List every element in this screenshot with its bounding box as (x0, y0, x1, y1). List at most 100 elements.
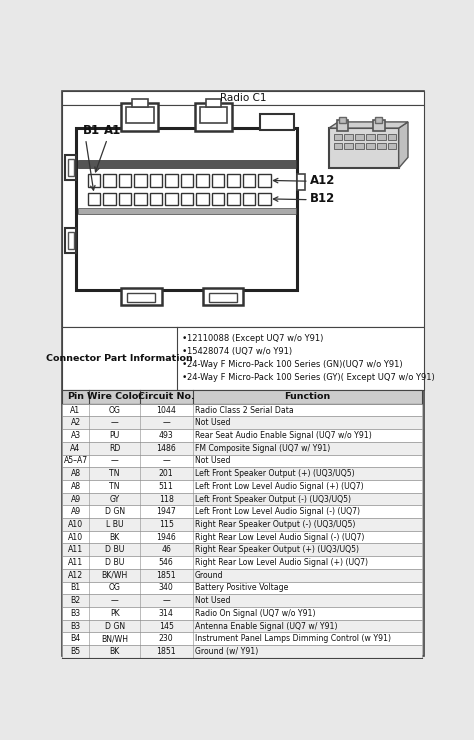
Bar (65, 155, 76, 180)
Text: 546: 546 (159, 558, 173, 567)
Text: Right Rear Speaker Output (-) (UQ3/UQ5): Right Rear Speaker Output (-) (UQ3/UQ5) (195, 520, 355, 529)
Text: D BU: D BU (105, 558, 124, 567)
Text: Instrument Panel Lamps Dimming Control (w Y91): Instrument Panel Lamps Dimming Control (… (195, 634, 391, 643)
Text: Ground (w/ Y91): Ground (w/ Y91) (195, 647, 258, 656)
Bar (373, 121, 385, 131)
Bar (103, 192, 116, 205)
Bar (196, 174, 209, 186)
Bar (356, 143, 364, 149)
Text: A9: A9 (71, 507, 81, 517)
Bar (334, 143, 342, 149)
Text: B3: B3 (71, 622, 81, 630)
Text: B1: B1 (82, 124, 100, 138)
Bar (62, 556, 422, 569)
Bar (366, 134, 374, 141)
Text: 1851: 1851 (156, 571, 176, 579)
Text: —: — (162, 457, 170, 465)
Text: Left Front Speaker Output (+) (UQ3/UQ5): Left Front Speaker Output (+) (UQ3/UQ5) (195, 469, 355, 478)
Text: L BU: L BU (106, 520, 123, 529)
Text: Left Front Speaker Output (-) (UQ3/UQ5): Left Front Speaker Output (-) (UQ3/UQ5) (195, 494, 351, 503)
Text: B3: B3 (71, 609, 81, 618)
Bar (195, 104, 232, 131)
Text: A8: A8 (71, 482, 81, 491)
Text: —: — (111, 418, 118, 427)
Text: Right Rear Low Level Audio Signal (-) (UQ7): Right Rear Low Level Audio Signal (-) (U… (195, 533, 364, 542)
Text: Pin: Pin (67, 392, 84, 401)
Text: Not Used: Not Used (195, 596, 230, 605)
Bar (62, 91, 424, 105)
Text: A10: A10 (68, 533, 83, 542)
Bar (150, 174, 162, 186)
Bar (196, 192, 209, 205)
Text: B1: B1 (71, 583, 81, 593)
Text: GY: GY (109, 494, 120, 503)
Polygon shape (399, 122, 408, 168)
Text: A12: A12 (68, 571, 83, 579)
Text: BK: BK (109, 647, 120, 656)
Text: 12110088 (Except UQ7 w/o Y91): 12110088 (Except UQ7 w/o Y91) (187, 334, 323, 343)
Bar (375, 116, 383, 124)
Bar (228, 174, 240, 186)
Bar (62, 619, 422, 633)
Bar (181, 192, 193, 205)
Text: RD: RD (109, 444, 120, 453)
Text: BK/WH: BK/WH (101, 571, 128, 579)
Bar (119, 192, 131, 205)
Text: A5–A7: A5–A7 (64, 457, 88, 465)
Text: D GN: D GN (105, 507, 125, 517)
Bar (78, 161, 296, 168)
Bar (206, 99, 221, 107)
Text: Radio Class 2 Serial Data: Radio Class 2 Serial Data (195, 406, 293, 414)
Bar (121, 288, 162, 305)
Bar (345, 134, 353, 141)
Bar (243, 192, 255, 205)
Text: Circuit No.: Circuit No. (138, 392, 194, 401)
Text: Connector Part Information: Connector Part Information (46, 354, 192, 363)
Text: Wire Color: Wire Color (87, 392, 143, 401)
Bar (212, 174, 224, 186)
Bar (334, 134, 342, 141)
Bar (132, 99, 147, 107)
Bar (62, 594, 422, 607)
Text: TN: TN (109, 469, 120, 478)
Bar (62, 454, 422, 467)
Bar (329, 128, 399, 168)
Bar (62, 467, 422, 480)
Text: A8: A8 (71, 469, 81, 478)
Text: 230: 230 (159, 634, 173, 643)
Text: —: — (162, 596, 170, 605)
Bar (121, 104, 158, 131)
Text: 1044: 1044 (156, 406, 176, 414)
Text: Rear Seat Audio Enable Signal (UQ7 w/o Y91): Rear Seat Audio Enable Signal (UQ7 w/o Y… (195, 431, 372, 440)
Bar (62, 505, 422, 518)
Text: OG: OG (109, 406, 120, 414)
Text: Antenna Enable Signal (UQ7 w/ Y91): Antenna Enable Signal (UQ7 w/ Y91) (195, 622, 337, 630)
Text: Left Front Low Level Audio Signal (-) (UQ7): Left Front Low Level Audio Signal (-) (U… (195, 507, 360, 517)
Bar (62, 607, 422, 619)
Bar (65, 228, 76, 253)
Bar (377, 143, 385, 149)
Text: A4: A4 (71, 444, 81, 453)
Bar (68, 232, 74, 249)
Text: D GN: D GN (105, 622, 125, 630)
Bar (150, 192, 162, 205)
Text: 314: 314 (159, 609, 173, 618)
Text: Ground: Ground (195, 571, 224, 579)
Bar (366, 143, 374, 149)
Bar (119, 174, 131, 186)
Bar (62, 480, 422, 493)
Bar (62, 327, 424, 390)
Text: •: • (182, 373, 187, 382)
Text: A2: A2 (71, 418, 81, 427)
Bar (88, 192, 100, 205)
Bar (62, 417, 422, 429)
Bar (356, 134, 364, 141)
Bar (388, 143, 396, 149)
Text: 118: 118 (159, 494, 173, 503)
Text: B12: B12 (310, 192, 335, 206)
Text: Radio On Signal (UQ7 w/o Y91): Radio On Signal (UQ7 w/o Y91) (195, 609, 315, 618)
Text: Not Used: Not Used (195, 457, 230, 465)
Bar (339, 116, 346, 124)
Bar (377, 134, 385, 141)
Text: PK: PK (110, 609, 119, 618)
